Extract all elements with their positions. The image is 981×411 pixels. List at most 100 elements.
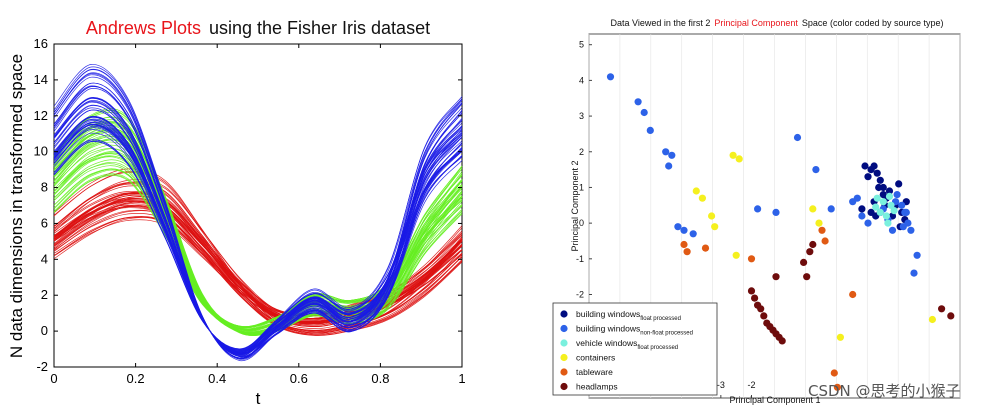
pca-point	[606, 73, 615, 81]
pca-point	[879, 198, 887, 206]
pca-point	[858, 212, 866, 220]
andrews-x-tick-label: 0.6	[290, 371, 308, 386]
pca-point	[849, 290, 857, 299]
pca-point	[938, 305, 946, 313]
pca-point	[701, 244, 710, 252]
setosa-curve	[53, 132, 463, 352]
pca-point	[809, 205, 817, 213]
pca-legend-label: building windowsfloat processed	[576, 309, 681, 322]
versicolor-curve	[53, 152, 463, 328]
pca-title-highlight: Principal Component	[714, 18, 798, 28]
andrews-title-rest: using the Fisher Iris dataset	[209, 18, 430, 38]
pca-point	[818, 226, 826, 234]
pca-point	[680, 226, 688, 234]
pca-point	[887, 201, 895, 209]
pca-point	[872, 203, 880, 211]
andrews-y-tick-label: 16	[34, 36, 48, 51]
pca-point	[772, 208, 780, 216]
pca-grid	[588, 34, 961, 398]
pca-point	[879, 191, 887, 199]
pca-point	[899, 223, 907, 231]
pca-point	[913, 251, 921, 259]
pca-y-tick-label: 1	[579, 182, 584, 192]
pca-point	[757, 305, 765, 313]
pca-legend-marker	[560, 339, 568, 347]
pca-title-post: Space (color coded by source type)	[802, 18, 944, 28]
pca-point	[708, 212, 716, 220]
pca-point	[640, 108, 648, 117]
pca-y-tick-label: 5	[579, 40, 584, 50]
pca-point	[884, 219, 892, 227]
pca-legend-label: containers	[576, 353, 615, 363]
andrews-y-tick-label: 8	[41, 180, 48, 195]
setosa-curve	[53, 97, 463, 358]
andrews-y-tick-label: 12	[34, 108, 48, 123]
pca-point	[888, 226, 897, 234]
andrews-y-tick-label: 0	[41, 323, 48, 338]
pca-point	[683, 248, 691, 256]
pca-legend-marker	[560, 353, 568, 362]
pca-point	[858, 205, 866, 213]
pca-point	[747, 287, 756, 295]
versicolor-curve	[53, 168, 463, 331]
pca-x-tick-label: -2	[747, 380, 755, 390]
pca-point	[830, 369, 838, 377]
pca-point	[885, 187, 894, 195]
pca-point	[803, 273, 811, 281]
andrews-y-tick-label: 14	[34, 72, 48, 87]
pca-point	[668, 151, 676, 159]
pca-title: Data Viewed in the first 2 Principal Comp…	[610, 18, 943, 28]
pca-point	[947, 312, 955, 320]
andrews-plot: Andrews Plots using the Fisher Iris datas…	[7, 18, 466, 408]
pca-legend-label: headlamps	[576, 382, 618, 392]
andrews-x-tick-label: 0.8	[371, 371, 389, 386]
pca-point	[689, 230, 697, 238]
pca-point	[864, 173, 872, 181]
pca-point	[698, 194, 707, 202]
andrews-x-label: t	[256, 389, 261, 408]
setosa-curve	[53, 97, 463, 355]
pca-point	[890, 207, 898, 215]
andrews-curves	[53, 64, 463, 361]
pca-point	[665, 162, 673, 170]
pca-point	[836, 333, 845, 341]
pca-point	[861, 162, 869, 170]
pca-point	[885, 192, 894, 200]
virginica-curve	[53, 201, 463, 331]
pca-point	[895, 180, 903, 188]
pca-y-tick-label: -1	[576, 254, 584, 264]
andrews-x-tick-label: 0.4	[208, 371, 226, 386]
versicolor-curve	[53, 117, 463, 334]
pca-title-pre: Data Viewed in the first 2	[610, 18, 710, 28]
andrews-y-label: N data dimensions in transformed space	[7, 54, 26, 358]
pca-point	[907, 226, 915, 234]
versicolor-curve	[53, 110, 463, 334]
pca-legend-marker	[560, 310, 568, 318]
pca-point	[735, 155, 743, 163]
pca-point	[646, 126, 654, 134]
pca-point	[875, 183, 883, 192]
pca-point	[893, 191, 901, 199]
andrews-y-tick-label: 10	[34, 144, 48, 159]
pca-point	[751, 294, 759, 302]
andrews-title: Andrews Plots using the Fisher Iris datas…	[86, 18, 430, 38]
andrews-y-tick-label: -2	[36, 359, 48, 374]
pca-point	[876, 208, 884, 216]
pca-point	[876, 176, 884, 184]
setosa-curve	[53, 74, 463, 360]
pca-scatter: Data Viewed in the first 2 Principal Comp…	[552, 18, 961, 405]
pca-point	[711, 223, 719, 231]
virginica-curve	[53, 204, 463, 336]
andrews-y-tick-label: 4	[41, 251, 48, 266]
versicolor-curve	[53, 130, 463, 336]
pca-x-label: Principal Component 1	[729, 395, 820, 405]
pca-point	[873, 194, 881, 202]
pca-point	[873, 169, 881, 177]
pca-y-tick-label: 2	[579, 147, 584, 157]
pca-point	[827, 205, 835, 213]
pca-point	[680, 240, 688, 249]
andrews-x-tick-label: 0	[50, 371, 57, 386]
pca-x-tick-label: -3	[717, 380, 725, 390]
andrews-title-highlight: Andrews Plots	[86, 18, 201, 38]
pca-legend-label: vehicle windowsfloat processed	[576, 338, 678, 351]
